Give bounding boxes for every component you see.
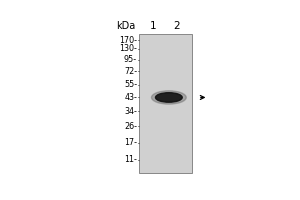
Text: kDa: kDa: [116, 21, 136, 31]
Text: 72-: 72-: [124, 67, 137, 76]
Text: 17-: 17-: [124, 138, 137, 147]
Text: 1: 1: [150, 21, 156, 31]
Ellipse shape: [152, 91, 186, 104]
Text: 130-: 130-: [119, 44, 137, 53]
Text: 170-: 170-: [119, 36, 137, 45]
Text: 26-: 26-: [124, 122, 137, 131]
Text: 55-: 55-: [124, 80, 137, 89]
Text: 34-: 34-: [124, 107, 137, 116]
Ellipse shape: [155, 93, 182, 102]
Text: 2: 2: [173, 21, 180, 31]
Text: 11-: 11-: [124, 155, 137, 164]
Text: 43-: 43-: [124, 93, 137, 102]
Text: 95-: 95-: [124, 55, 137, 64]
Bar: [139, 34, 192, 173]
